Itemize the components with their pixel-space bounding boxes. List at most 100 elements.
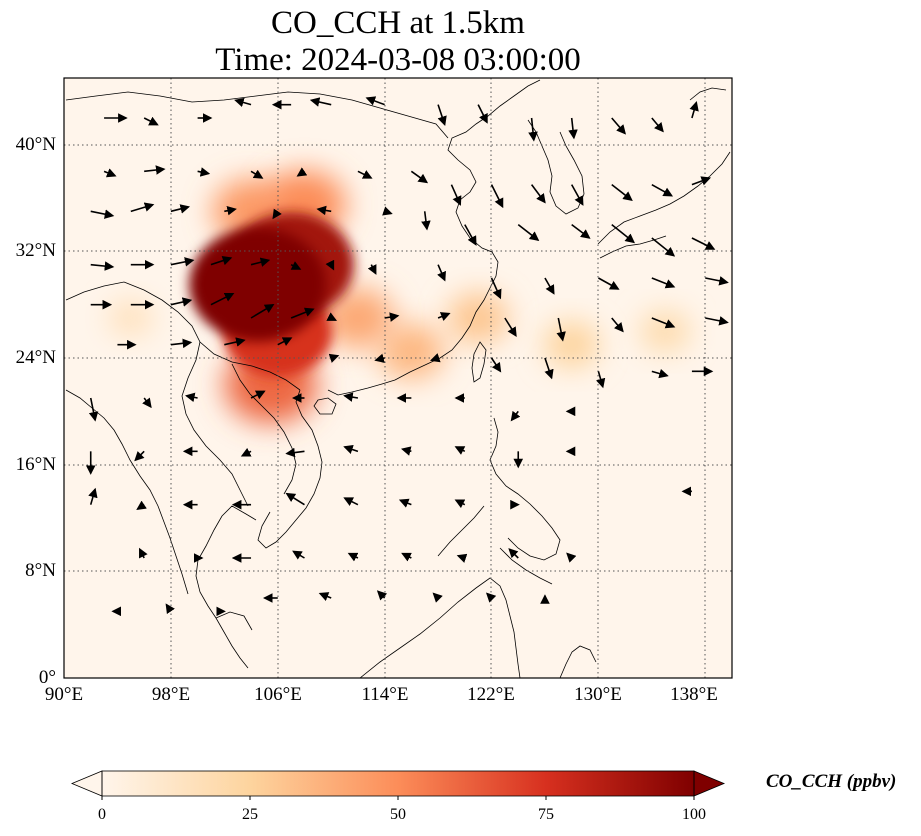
wind-arrow-28 [90, 209, 115, 219]
wind-arrow-82 [88, 397, 99, 422]
wind-arrow-107 [343, 497, 359, 506]
coastline-japan-south [599, 235, 667, 259]
wind-arrow-1 [143, 116, 159, 126]
wind-arrow-23 [530, 184, 546, 204]
colorbar [102, 771, 694, 796]
border-northern [65, 91, 449, 139]
wind-arrow-65 [504, 317, 517, 337]
wind-arrow-127 [432, 592, 443, 603]
coastline-philippines [489, 417, 561, 561]
wind-arrow-78 [544, 357, 554, 380]
wind-arrow-33 [316, 205, 332, 216]
wind-arrow-11 [611, 117, 627, 135]
wind-arrow-46 [250, 257, 271, 267]
concentration-plume-3 [447, 292, 509, 344]
coastline-taiwan [471, 341, 487, 383]
wind-arrow-49 [367, 264, 377, 275]
wind-arrow-14 [103, 168, 117, 178]
wind-arrow-118 [456, 553, 468, 563]
wind-arrow-7 [437, 104, 447, 126]
wind-arrow-125 [318, 592, 332, 602]
lat-label-40n: 40°N [15, 134, 56, 155]
wind-arrow-54 [651, 277, 676, 289]
wind-arrow-71 [170, 338, 193, 349]
cb-tick-label-25: 25 [242, 806, 258, 823]
concentration-plume-11 [189, 227, 327, 342]
wind-arrow-22 [490, 184, 504, 209]
wind-arrow-26 [651, 183, 674, 197]
wind-arrow-12 [651, 117, 664, 133]
wind-arrow-76 [429, 353, 441, 363]
coastline-japan [597, 151, 731, 245]
wind-arrow-73 [277, 337, 293, 346]
wind-arrow-96 [285, 447, 305, 458]
lon-label-98e: 98°E [151, 684, 191, 705]
wind-arrow-36 [464, 224, 477, 246]
wind-arrow-31 [224, 205, 237, 216]
wind-arrow-47 [290, 261, 302, 270]
coastline-hainan [313, 397, 337, 415]
coastline-gulf-thailand [195, 505, 257, 669]
wind-arrow-41 [691, 237, 716, 250]
wind-arrow-128 [485, 592, 497, 603]
wind-arrow-64 [437, 312, 451, 322]
wind-arrow-6 [365, 96, 385, 106]
wind-vectors [85, 96, 729, 617]
cb-tick-label-0: 0 [98, 806, 106, 823]
coastline-china [327, 79, 541, 396]
wind-arrow-44 [170, 257, 195, 267]
coastline-palawan [437, 505, 485, 557]
wind-arrow-9 [528, 117, 538, 142]
map-title: CO_CCH at 1.5km [271, 5, 525, 41]
wind-arrow-103 [136, 500, 147, 510]
wind-arrow-8 [477, 104, 488, 124]
coastline-borneo [359, 577, 521, 678]
wind-arrow-68 [651, 317, 676, 329]
concentration-plume-2 [543, 321, 600, 368]
lat-label-16n: 16°N [15, 454, 56, 475]
concentration-plume-4 [378, 323, 445, 380]
wind-arrow-53 [598, 277, 620, 290]
wind-arrow-35 [421, 211, 431, 231]
coastline-sulawesi [559, 645, 597, 678]
lon-label-138e: 138°E [670, 684, 718, 705]
coastline-korea [527, 119, 585, 215]
concentration-plume-1 [640, 310, 691, 353]
concentration-plume-5 [321, 288, 394, 348]
wind-arrow-29 [130, 202, 155, 213]
wind-arrow-3 [234, 97, 252, 108]
wind-arrow-97 [343, 444, 359, 455]
wind-arrow-75 [374, 353, 385, 363]
wind-arrow-117 [401, 552, 412, 562]
wind-arrow-34 [382, 206, 393, 216]
wind-arrow-42 [90, 261, 115, 271]
wind-arrow-85 [250, 390, 266, 400]
map-frame [63, 77, 733, 679]
wind-arrow-45 [210, 256, 233, 266]
lat-label-0: 0° [38, 667, 56, 688]
wind-arrow-98 [401, 446, 412, 456]
wind-arrow-5 [309, 97, 332, 107]
lon-label-122e: 122°E [467, 684, 515, 705]
wind-arrow-77 [490, 357, 502, 373]
wind-arrow-109 [454, 499, 466, 509]
wind-arrow-16 [197, 167, 211, 177]
wind-arrow-58 [170, 297, 193, 307]
wind-arrow-87 [343, 392, 359, 402]
wind-arrow-13 [689, 101, 699, 119]
wind-arrow-52 [544, 277, 555, 295]
wind-arrow-24 [570, 184, 584, 206]
wind-arrow-108 [398, 498, 412, 508]
wind-arrow-90 [510, 410, 521, 422]
lon-label-90e: 90°E [44, 684, 84, 705]
gridlines [64, 78, 732, 678]
coastline-indochina [257, 389, 323, 549]
wind-arrow-25 [611, 184, 633, 202]
coastlines [65, 79, 731, 678]
coastline-hokkaido [689, 87, 727, 101]
wind-arrow-74 [328, 353, 340, 363]
wind-arrow-126 [376, 590, 388, 601]
wind-arrow-115 [292, 550, 305, 560]
border-laos-vietnam [231, 363, 297, 495]
